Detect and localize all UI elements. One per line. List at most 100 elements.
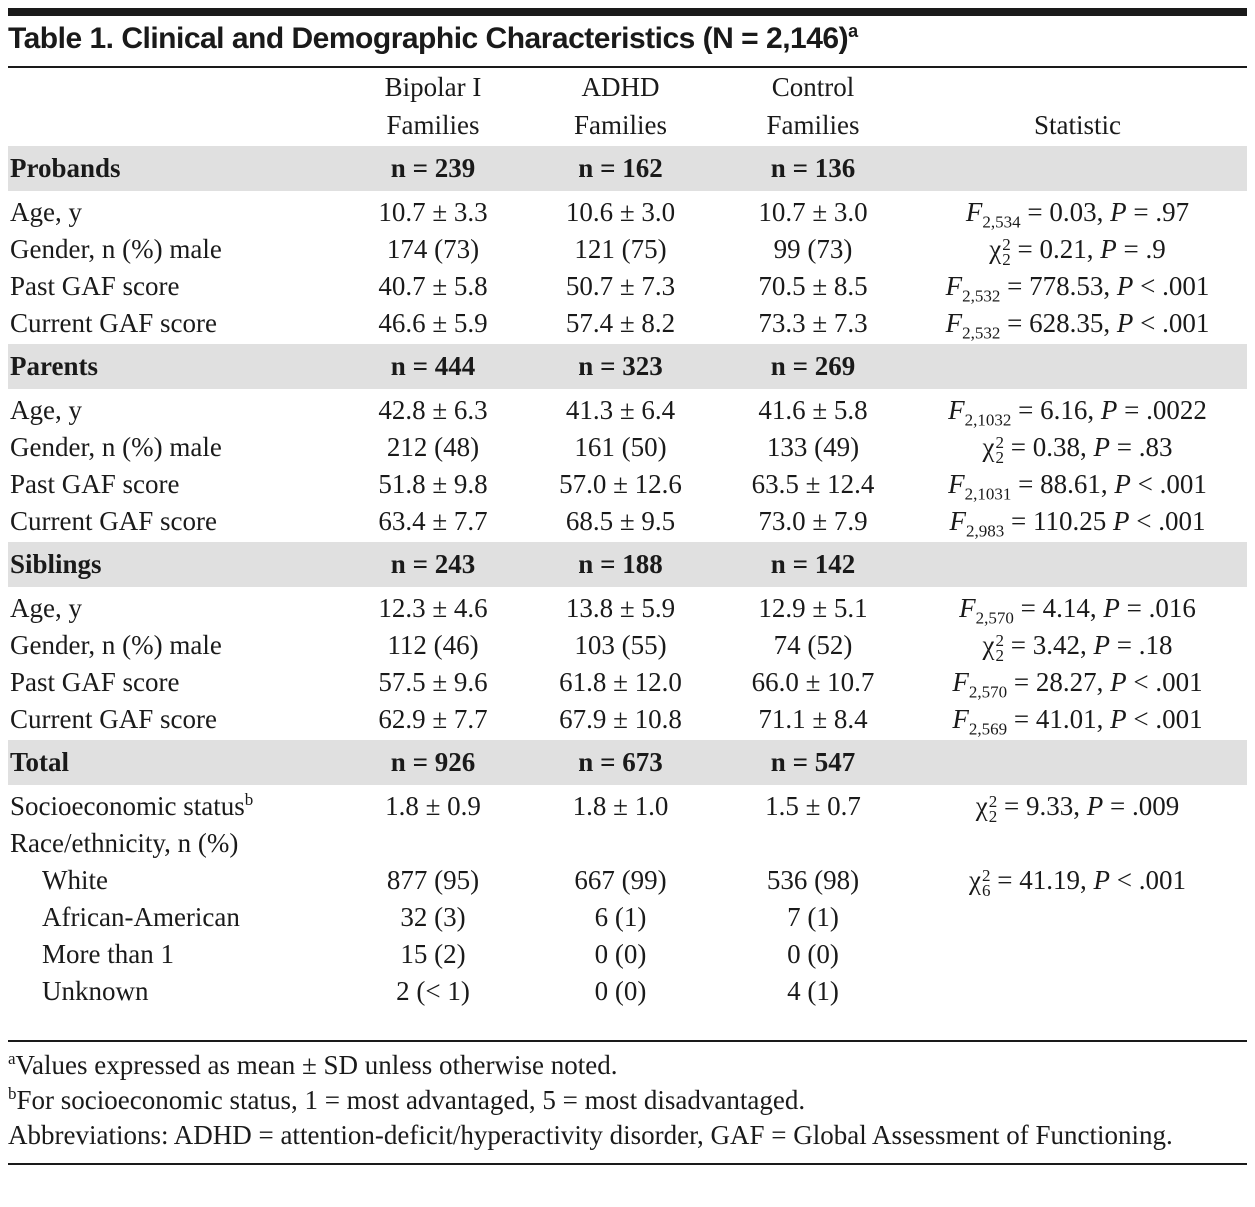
header-cell: Control [771,71,855,102]
row-label: Gender, n (%) male [8,627,343,664]
row-label: Age, y [8,191,343,231]
section-row: Total n = 926 n = 673 n = 547 [8,738,1247,785]
row-label: Unknown [8,973,343,1010]
stat-sub: 2,532 [962,286,1001,306]
section-n: n = 243 [343,540,523,587]
stat-value: = 0.38, [1010,432,1087,462]
cell: 10.7 ± 3.3 [378,197,488,227]
cell: 62.9 ± 7.7 [378,704,488,734]
row-label: Race/ethnicity, n (%) [8,825,343,862]
stat-symbol: F [949,506,967,536]
row-label-text: Gender, n (%) male [10,432,222,462]
cell: 13.8 ± 5.9 [565,593,676,623]
stat-sup: 2 [995,630,1005,650]
p-symbol: P [1103,593,1120,623]
p-value: < .001 [1133,667,1203,697]
data-row: Gender, n (%) male 212 (48) 161 (50) 133 (4… [8,429,1247,466]
stat-sub: 6 [982,880,991,900]
header-row: Families Families Families Statistic [8,106,1247,145]
cell: 68.5 ± 9.5 [565,506,676,536]
section-n: n = 444 [343,342,523,389]
row-label: More than 1 [8,936,343,973]
cell: 161 (50) [574,432,667,462]
section-blank [908,738,1247,785]
footnote-mark: a [8,1049,16,1068]
section-label: Parents [8,342,343,389]
header-cell [8,67,343,106]
cell: 57.4 ± 8.2 [565,308,676,338]
stat-value: = 88.61, [1018,469,1108,499]
stat-sup: 2 [995,432,1005,452]
cell: 12.9 ± 5.1 [758,593,868,623]
p-symbol: P [1110,197,1127,227]
section-n: n = 162 [523,144,718,191]
cell: 10.6 ± 3.0 [565,197,676,227]
stat-symbol: χ [989,234,1002,264]
cell: 121 (75) [574,234,667,264]
cell: 70.5 ± 8.5 [758,271,868,301]
statistic [908,936,1247,973]
cell: 1.8 ± 1.0 [572,791,669,821]
cell [343,825,523,862]
row-label-text: Gender, n (%) male [10,234,222,264]
data-row: More than 1 15 (2) 0 (0) 0 (0) [8,936,1247,973]
cell [523,825,718,862]
row-label-text: Age, y [10,197,82,227]
stat-symbol: F [952,667,969,697]
cell: 6 (1) [594,902,647,932]
p-value: = .83 [1116,432,1173,462]
stat-sub: 2 [995,447,1005,467]
row-label: African-American [8,899,343,936]
row-label: Current GAF score [8,305,343,343]
data-row: Age, y 42.8 ± 6.3 41.3 ± 6.4 41.6 ± 5.8 F2,1… [8,389,1247,429]
p-value: = .9 [1123,234,1166,264]
statistic: F2,534 = 0.03, P = .97 [908,191,1247,231]
stat-sup: 2 [988,791,998,811]
cell: 536 (98) [766,865,860,895]
header-cell [908,67,1247,106]
data-row: Race/ethnicity, n (%) [8,825,1247,862]
cell: 57.5 ± 9.6 [378,667,488,697]
cell: 10.7 ± 3.0 [758,197,868,227]
stat-value: = 0.03, [1027,197,1104,227]
cell: 99 (73) [773,234,853,264]
section-n: n = 269 [718,342,908,389]
statistic: F2,983 = 110.25 P < .001 [908,503,1247,541]
stat-symbol: χ [975,791,988,821]
row-label-text: Current GAF score [10,308,217,338]
stat-value: = 4.14, [1020,593,1097,623]
stat-sub: 2,532 [962,323,1001,343]
data-row: Unknown 2 (< 1) 0 (0) 4 (1) [8,973,1247,1010]
stat-symbol: χ [982,630,995,660]
cell: 73.3 ± 7.3 [758,308,868,338]
footnote: aValues expressed as mean ± SD unless ot… [8,1048,1247,1083]
section-n: n = 323 [523,342,718,389]
header-cell [8,106,343,145]
row-label: Age, y [8,587,343,627]
row-label-text: Gender, n (%) male [10,630,222,660]
stat-symbol: χ [969,865,981,895]
footnote-text: Values expressed as mean ± SD unless oth… [15,1050,618,1080]
section-n: n = 239 [343,144,523,191]
p-value: < .001 [1137,469,1207,499]
label-mark: b [244,790,254,809]
statistic [908,825,1247,862]
row-label-text: More than 1 [42,939,174,969]
title-mark: a [848,21,858,41]
stat-value: = 6.16, [1018,395,1095,425]
cell: 174 (73) [386,234,480,264]
p-symbol: P [1110,704,1127,734]
p-symbol: P [1100,234,1117,264]
data-row: African-American 32 (3) 6 (1) 7 (1) [8,899,1247,936]
footnote-text: For socioeconomic status, 1 = most advan… [16,1085,806,1115]
statistic: F2,570 = 4.14, P = .016 [908,587,1247,627]
stat-value: = 0.21, [1017,234,1094,264]
p-value: < .001 [1136,506,1206,536]
row-label-text: Current GAF score [10,506,217,536]
p-value: < .001 [1116,865,1186,895]
